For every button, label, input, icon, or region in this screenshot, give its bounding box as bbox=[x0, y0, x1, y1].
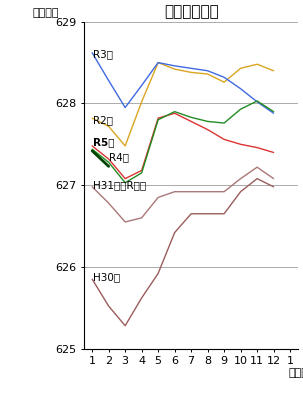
Text: H30年: H30年 bbox=[93, 272, 120, 282]
X-axis label: （月）: （月） bbox=[288, 368, 303, 378]
Text: R5年: R5年 bbox=[93, 137, 115, 147]
Text: R2年: R2年 bbox=[93, 115, 113, 125]
Y-axis label: （万人）: （万人） bbox=[32, 8, 58, 18]
Title: 月別人口推移: 月別人口推移 bbox=[164, 4, 218, 19]
Text: R4年: R4年 bbox=[109, 152, 129, 162]
Text: R3年: R3年 bbox=[93, 49, 113, 60]
Text: H31年・R元年: H31年・R元年 bbox=[93, 180, 146, 190]
